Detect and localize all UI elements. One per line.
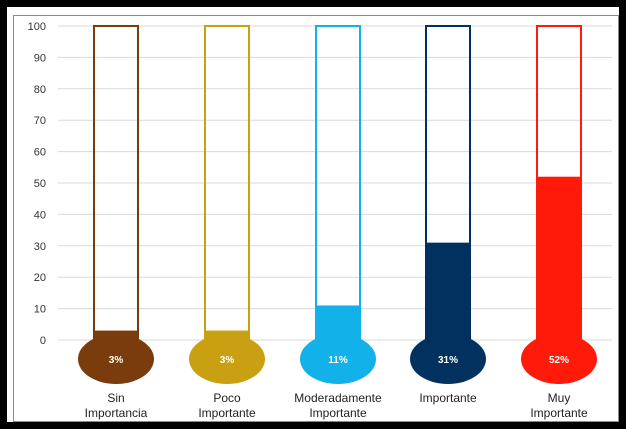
y-tick-label: 20 — [34, 272, 46, 284]
data-label: 52% — [549, 355, 569, 366]
data-label: 11% — [328, 355, 348, 366]
category-label: Moderadamente — [294, 391, 382, 405]
thermometer-bulb — [78, 334, 154, 384]
y-tick-label: 100 — [28, 21, 46, 33]
data-label: 3% — [109, 355, 124, 366]
category-label: Poco — [213, 391, 241, 405]
y-tick-label: 0 — [40, 335, 46, 347]
data-label: 31% — [438, 355, 458, 366]
thermometer-bulb — [410, 334, 486, 384]
y-tick-label: 10 — [34, 304, 46, 316]
y-tick-label: 60 — [34, 147, 46, 159]
thermometer-fill — [426, 242, 470, 344]
category-label: Muy — [548, 391, 571, 405]
category-label: Importante — [530, 406, 588, 420]
y-tick-label: 80 — [34, 84, 46, 96]
thermometer-bulb — [521, 334, 597, 384]
category-label: Importante — [198, 406, 256, 420]
y-tick-label: 70 — [34, 115, 46, 127]
thermometer-fill — [537, 176, 581, 344]
category-label: Importante — [419, 391, 477, 405]
y-tick-label: 50 — [34, 178, 46, 190]
thermometer-bulb — [189, 334, 265, 384]
y-tick-label: 40 — [34, 209, 46, 221]
data-label: 3% — [220, 355, 235, 366]
category-label: Importante — [309, 406, 367, 420]
thermometer-bulb — [300, 334, 376, 384]
y-tick-label: 30 — [34, 241, 46, 253]
category-label: Importancia — [85, 406, 148, 420]
y-tick-label: 90 — [34, 52, 46, 64]
category-label: Sin — [107, 391, 124, 405]
